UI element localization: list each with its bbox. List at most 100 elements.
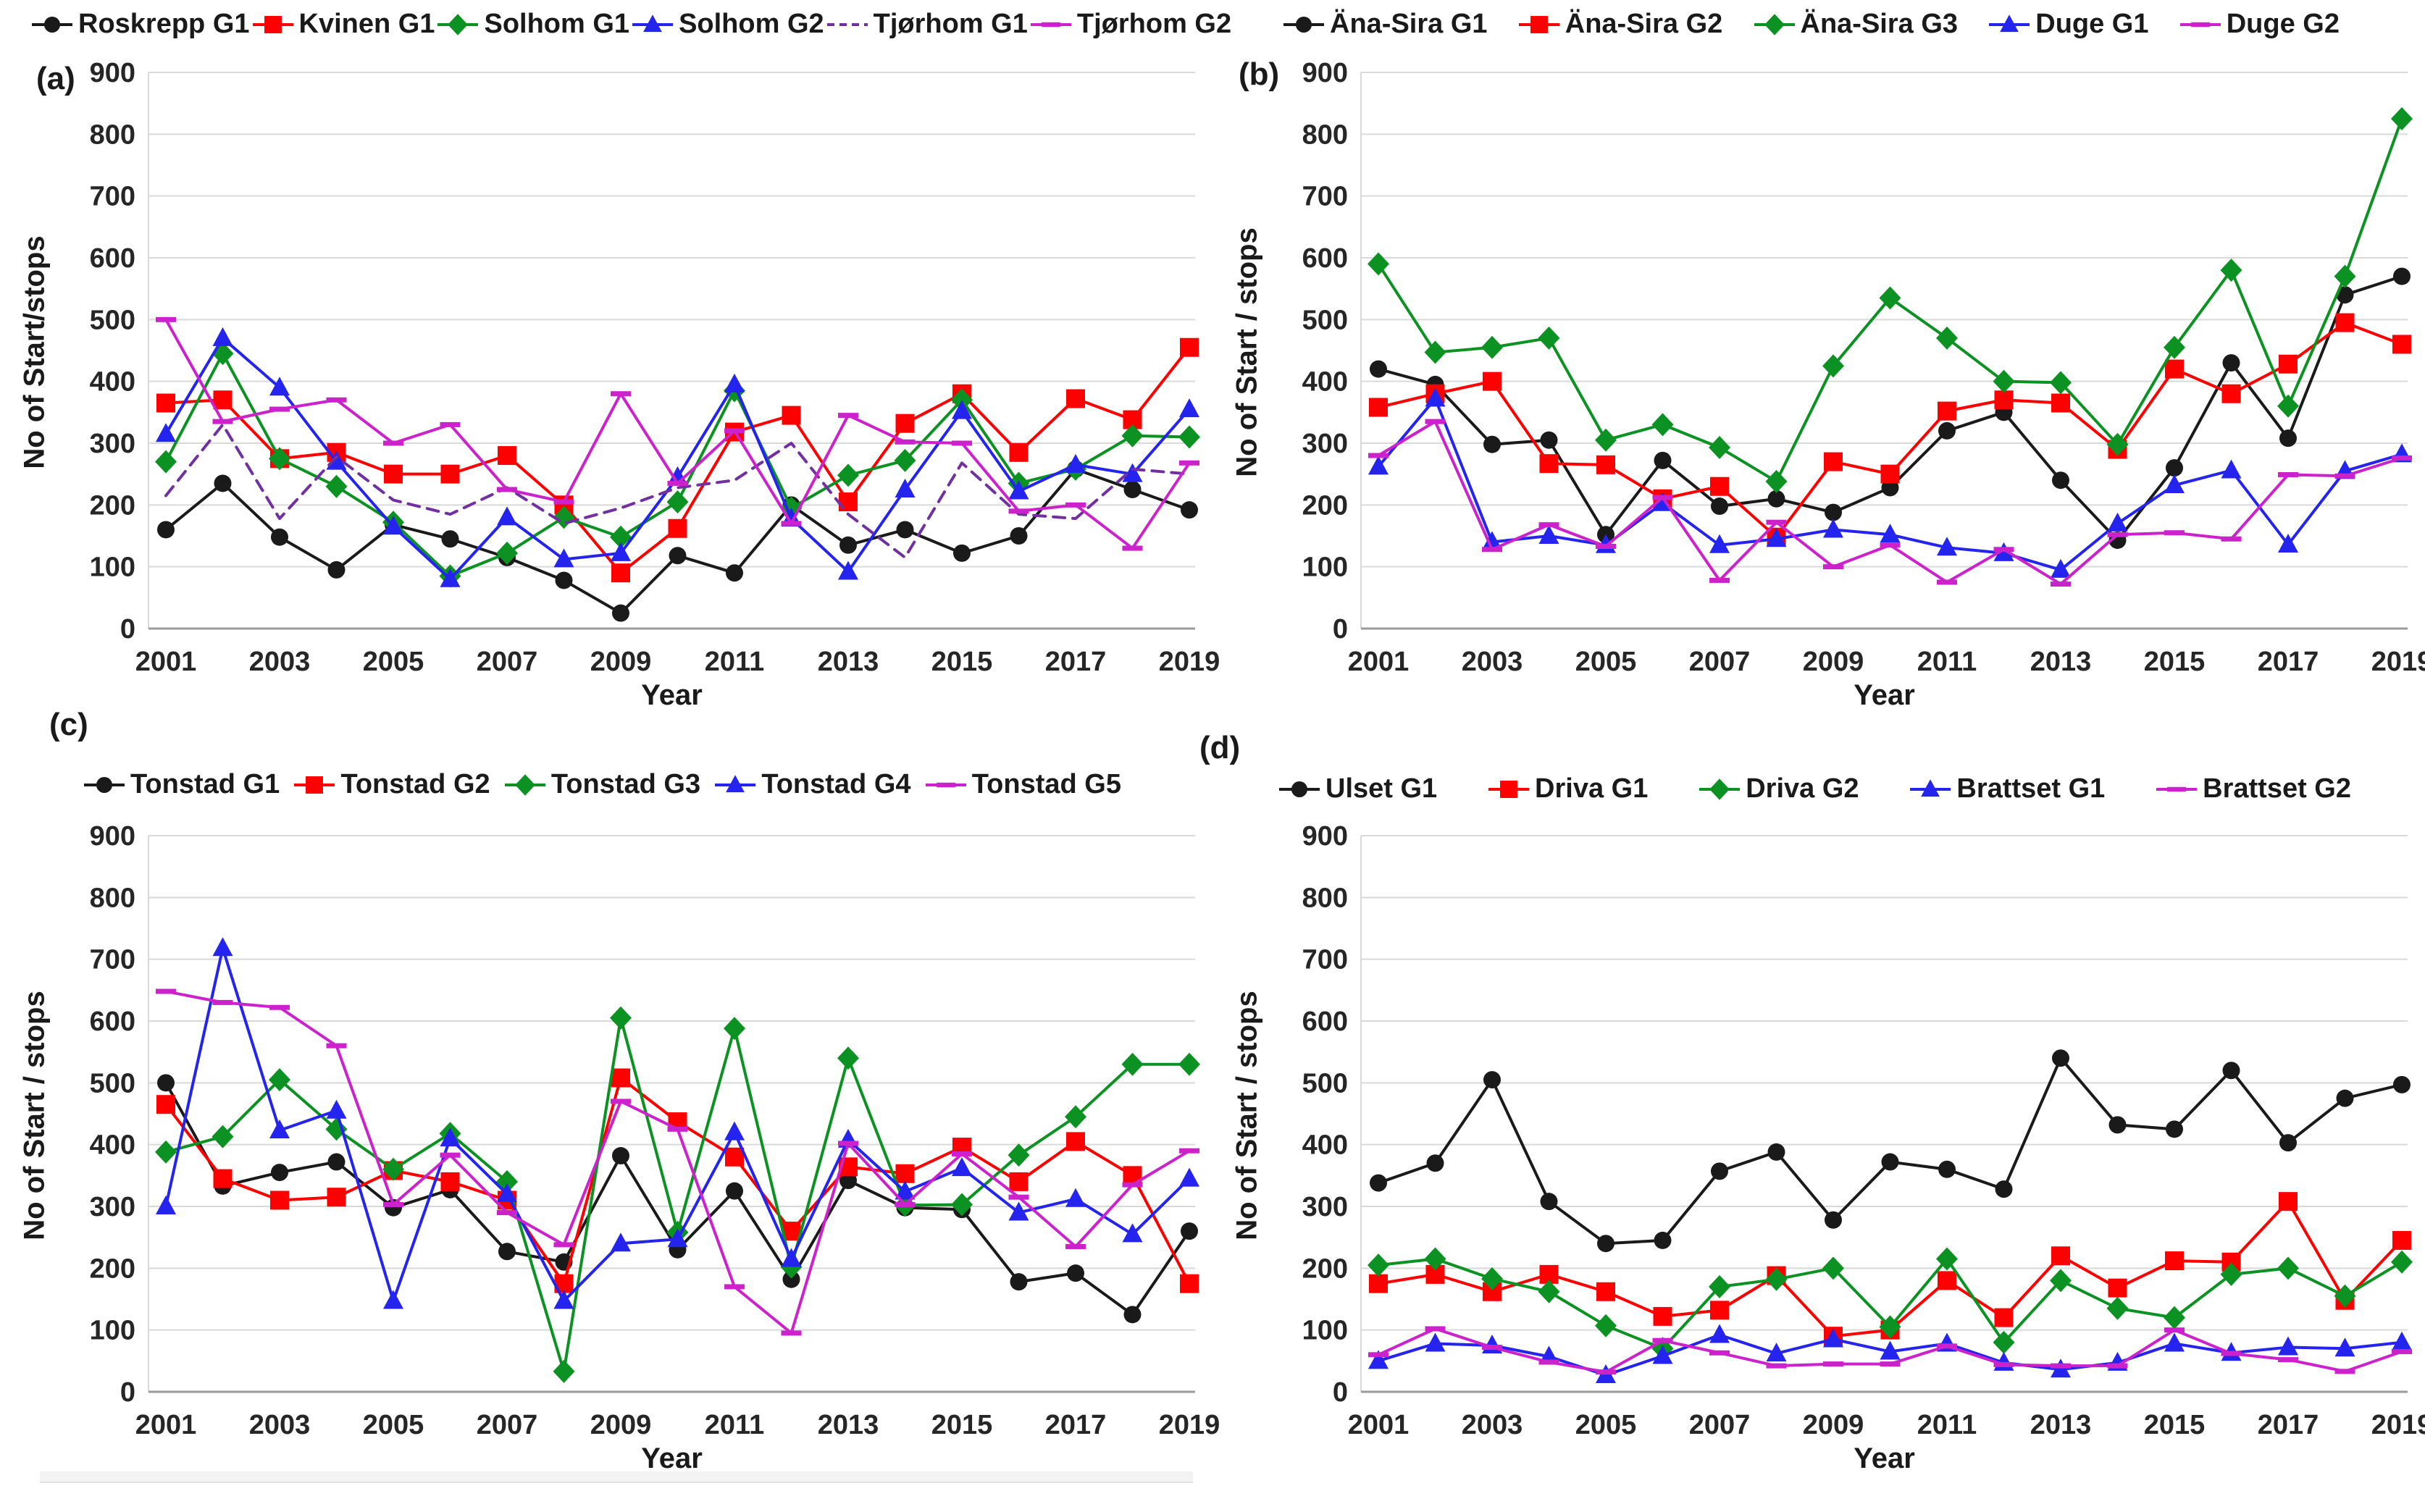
data-point-marker: [2335, 313, 2355, 332]
legend-item: Äna-Sira G1: [1281, 9, 1488, 40]
x-axis-title-c: Year: [641, 1442, 703, 1474]
y-tick-label: 300: [90, 1192, 135, 1222]
data-point-marker: [1709, 1324, 1730, 1343]
data-point-marker: [383, 516, 403, 535]
data-point-marker: [1424, 1247, 1446, 1271]
data-point-marker: [156, 1095, 175, 1114]
data-point-marker: [643, 14, 662, 32]
data-point-marker: [2279, 1134, 2297, 1152]
data-point-marker: [2107, 512, 2128, 532]
x-tick-label: 2015: [2144, 1410, 2206, 1440]
legend-item: Kvinen G1: [250, 9, 435, 40]
data-point-marker: [1881, 1153, 1899, 1171]
data-point-marker: [2164, 474, 2185, 494]
legend-item: Tonstad G4: [712, 769, 911, 800]
data-point-marker: [440, 421, 461, 427]
data-point-marker: [2277, 1256, 2299, 1280]
data-point-marker: [1709, 778, 1730, 800]
legend-label: Solhom G1: [484, 9, 630, 39]
data-point-marker: [724, 1121, 745, 1141]
data-point-marker: [1482, 547, 1502, 553]
legend-b: Äna-Sira G1 Äna-Sira G2 Äna-Sira G3 Duge G1…: [1212, 9, 2425, 40]
dashed-line-icon: [826, 22, 868, 26]
diamond-marker-icon: [1699, 778, 1741, 800]
data-point-marker: [2334, 264, 2356, 288]
data-point-marker: [2221, 536, 2242, 542]
diamond-marker-icon: [1754, 13, 1795, 35]
data-point-marker: [895, 413, 915, 433]
legend-item: Duge G1: [1986, 9, 2149, 40]
data-point-marker: [325, 1117, 348, 1141]
data-point-marker: [667, 1126, 688, 1132]
data-point-marker: [724, 373, 745, 392]
data-point-marker: [2279, 429, 2297, 448]
data-point-marker: [725, 1147, 744, 1167]
data-point-marker: [1295, 16, 1312, 33]
data-point-marker: [1369, 1274, 1388, 1293]
data-point-marker: [155, 450, 177, 474]
legend-item: Tonstad G1: [81, 769, 280, 800]
data-point-marker: [1066, 389, 1085, 408]
data-point-marker: [553, 1359, 575, 1383]
data-point-marker: [497, 1210, 517, 1216]
data-point-marker: [2164, 1327, 2185, 1333]
x-tick-label: 2015: [2144, 647, 2206, 677]
data-point-marker: [838, 560, 858, 580]
data-point-marker: [212, 419, 233, 424]
data-point-marker: [724, 428, 745, 434]
panel-d: Ulset G1 Driva G1 Driva G2 Brattset G1 Bratt…: [1212, 756, 2425, 1512]
data-point-marker: [306, 776, 324, 794]
legend-label: Tonstad G5: [971, 769, 1121, 799]
square-marker-icon: [1518, 15, 1559, 33]
x-tick-label: 2003: [249, 1410, 311, 1440]
legend-label: Kvinen G1: [298, 9, 435, 39]
x-tick-label: 2013: [2030, 1410, 2092, 1440]
data-point-marker: [1065, 1243, 1086, 1249]
data-point-marker: [157, 1074, 175, 1092]
data-point-marker: [440, 1127, 461, 1147]
y-tick-label: 200: [1302, 490, 1348, 521]
y-tick-label: 0: [120, 1377, 135, 1408]
data-point-marker: [441, 530, 459, 548]
data-point-marker: [610, 1006, 632, 1030]
data-point-marker: [1122, 1223, 1143, 1243]
data-point-marker: [1994, 390, 2014, 410]
data-point-marker: [1008, 1194, 1029, 1200]
y-tick-label: 500: [1302, 1068, 1348, 1099]
data-point-marker: [1368, 1352, 1389, 1358]
data-point-marker: [1767, 1143, 1785, 1161]
data-point-marker: [1596, 455, 1615, 474]
data-point-marker: [724, 1017, 745, 1041]
dash-marker-icon: [2156, 786, 2198, 791]
data-point-marker: [2392, 1331, 2412, 1351]
data-point-marker: [1538, 522, 1559, 528]
data-point-marker: [1938, 1271, 1956, 1290]
y-tick-label: 800: [90, 883, 135, 913]
data-point-marker: [269, 377, 290, 396]
data-point-marker: [953, 544, 971, 562]
data-point-marker: [264, 15, 282, 33]
y-tick-label: 900: [1302, 821, 1348, 852]
data-point-marker: [1426, 1154, 1444, 1172]
data-point-marker: [2278, 1357, 2298, 1363]
y-tick-label: 900: [90, 58, 135, 88]
legend-item: Tjørhom G2: [1028, 9, 1231, 40]
x-tick-label: 2019: [1159, 647, 1220, 677]
data-point-marker: [1880, 542, 1901, 548]
data-point-marker: [2279, 354, 2298, 374]
data-point-marker: [2164, 1332, 2185, 1352]
panel-a: Roskrepp G1 Kvinen G1 Solhom G1 Solhom G2 Tj…: [0, 0, 1232, 756]
data-point-marker: [952, 400, 972, 419]
data-point-marker: [1122, 1182, 1143, 1188]
data-point-marker: [611, 391, 631, 397]
x-tick-label: 2015: [931, 647, 993, 677]
x-tick-label: 2009: [1803, 1410, 1864, 1440]
legend-item: Solhom G1: [435, 9, 629, 40]
data-point-marker: [2278, 533, 2298, 553]
data-point-marker: [271, 528, 288, 546]
y-tick-label: 800: [1302, 883, 1348, 913]
data-point-marker: [1425, 387, 1446, 407]
data-point-marker: [1179, 1148, 1199, 1154]
legend-d: Ulset G1 Driva G1 Driva G2 Brattset G1 Bratt…: [1212, 773, 2425, 805]
x-tick-label: 2005: [1575, 1410, 1637, 1440]
